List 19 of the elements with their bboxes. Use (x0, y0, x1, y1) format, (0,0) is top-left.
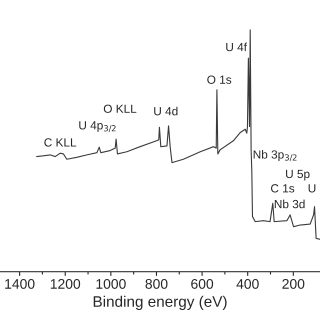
annotation: Nb 3p$_{3/2}$ (254, 150, 296, 162)
annotation: O 1s (207, 76, 232, 84)
x-tick-label: 200 (282, 278, 304, 289)
annotation: U 4f (226, 42, 248, 52)
x-tick-label: 1000 (96, 278, 126, 289)
annotation: C 1s (271, 184, 294, 193)
annotation: U 5p (286, 170, 310, 180)
annotation: C KLL (44, 138, 76, 147)
annotation: Nb 3d (274, 200, 305, 208)
x-tick-label: 800 (145, 278, 168, 289)
annotation: U 4d (154, 106, 178, 116)
x-tick-label: 1400 (5, 278, 35, 289)
x-tick-label: 600 (191, 278, 214, 289)
x-axis-title: Binding energy (eV) (94, 296, 227, 310)
x-tick-label: 1200 (50, 278, 80, 289)
annotation: U 4p$_{3/2}$ (79, 121, 116, 132)
annotation: U (308, 184, 316, 193)
annotation: O KLL (104, 104, 136, 113)
x-tick-label: 400 (236, 278, 259, 289)
